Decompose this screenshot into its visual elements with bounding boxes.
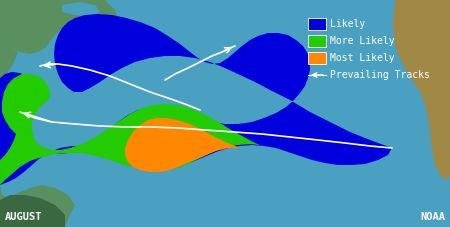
- Text: More Likely: More Likely: [330, 36, 395, 46]
- Bar: [308, 18, 326, 30]
- Polygon shape: [0, 74, 268, 185]
- Polygon shape: [0, 40, 18, 115]
- Polygon shape: [0, 14, 392, 185]
- Polygon shape: [62, 2, 100, 16]
- Polygon shape: [393, 0, 450, 180]
- Polygon shape: [125, 118, 240, 172]
- Bar: [308, 52, 326, 64]
- Polygon shape: [0, 0, 118, 54]
- Text: Most Likely: Most Likely: [330, 53, 395, 63]
- Polygon shape: [0, 112, 22, 148]
- Text: Prevailing Tracks: Prevailing Tracks: [330, 70, 430, 80]
- Text: Likely: Likely: [330, 19, 365, 29]
- Text: AUGUST: AUGUST: [5, 212, 42, 222]
- Polygon shape: [0, 155, 75, 227]
- Text: NOAA: NOAA: [420, 212, 445, 222]
- Polygon shape: [0, 195, 65, 227]
- Bar: [308, 35, 326, 47]
